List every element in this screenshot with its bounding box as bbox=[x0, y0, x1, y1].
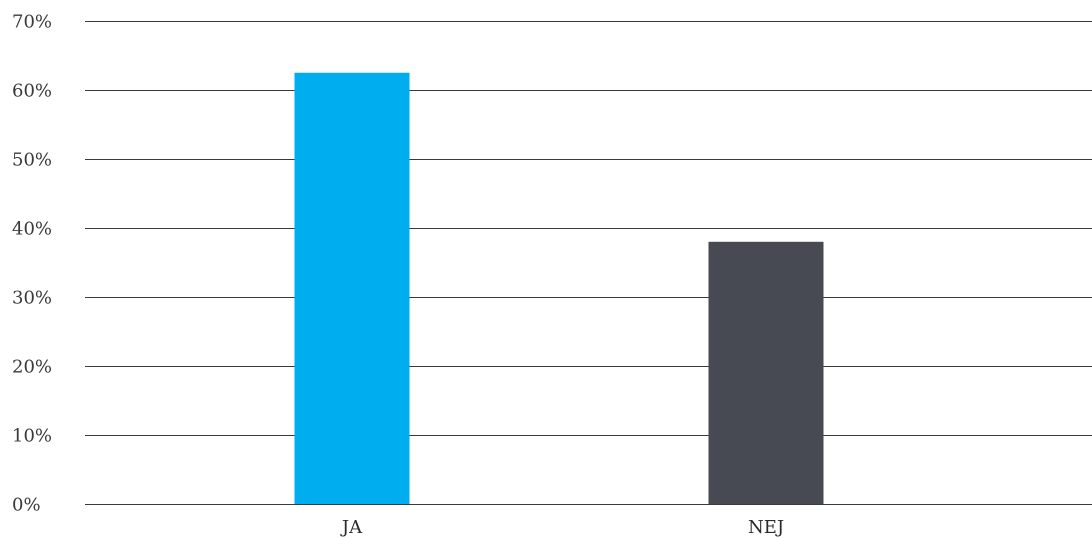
bar-ja bbox=[294, 72, 410, 504]
y-tick-label: 10% bbox=[12, 426, 52, 447]
y-tick-label: 50% bbox=[12, 150, 52, 171]
x-category-label: NEJ bbox=[748, 517, 784, 538]
y-tick-label: 40% bbox=[12, 219, 52, 240]
x-category-label: JA bbox=[340, 517, 363, 538]
gridlines bbox=[85, 21, 1092, 505]
y-tick-label: 60% bbox=[12, 81, 52, 102]
y-tick-label: 70% bbox=[12, 12, 52, 33]
x-axis-category-labels: JA NEJ bbox=[340, 517, 784, 538]
y-axis-tick-labels: 0% 10% 20% 30% 40% 50% 60% 70% bbox=[12, 12, 52, 516]
y-tick-label: 20% bbox=[12, 357, 52, 378]
bars bbox=[294, 72, 824, 505]
y-tick-label: 30% bbox=[12, 288, 52, 309]
y-tick-label: 0% bbox=[12, 495, 41, 516]
bar-nej bbox=[708, 241, 824, 505]
